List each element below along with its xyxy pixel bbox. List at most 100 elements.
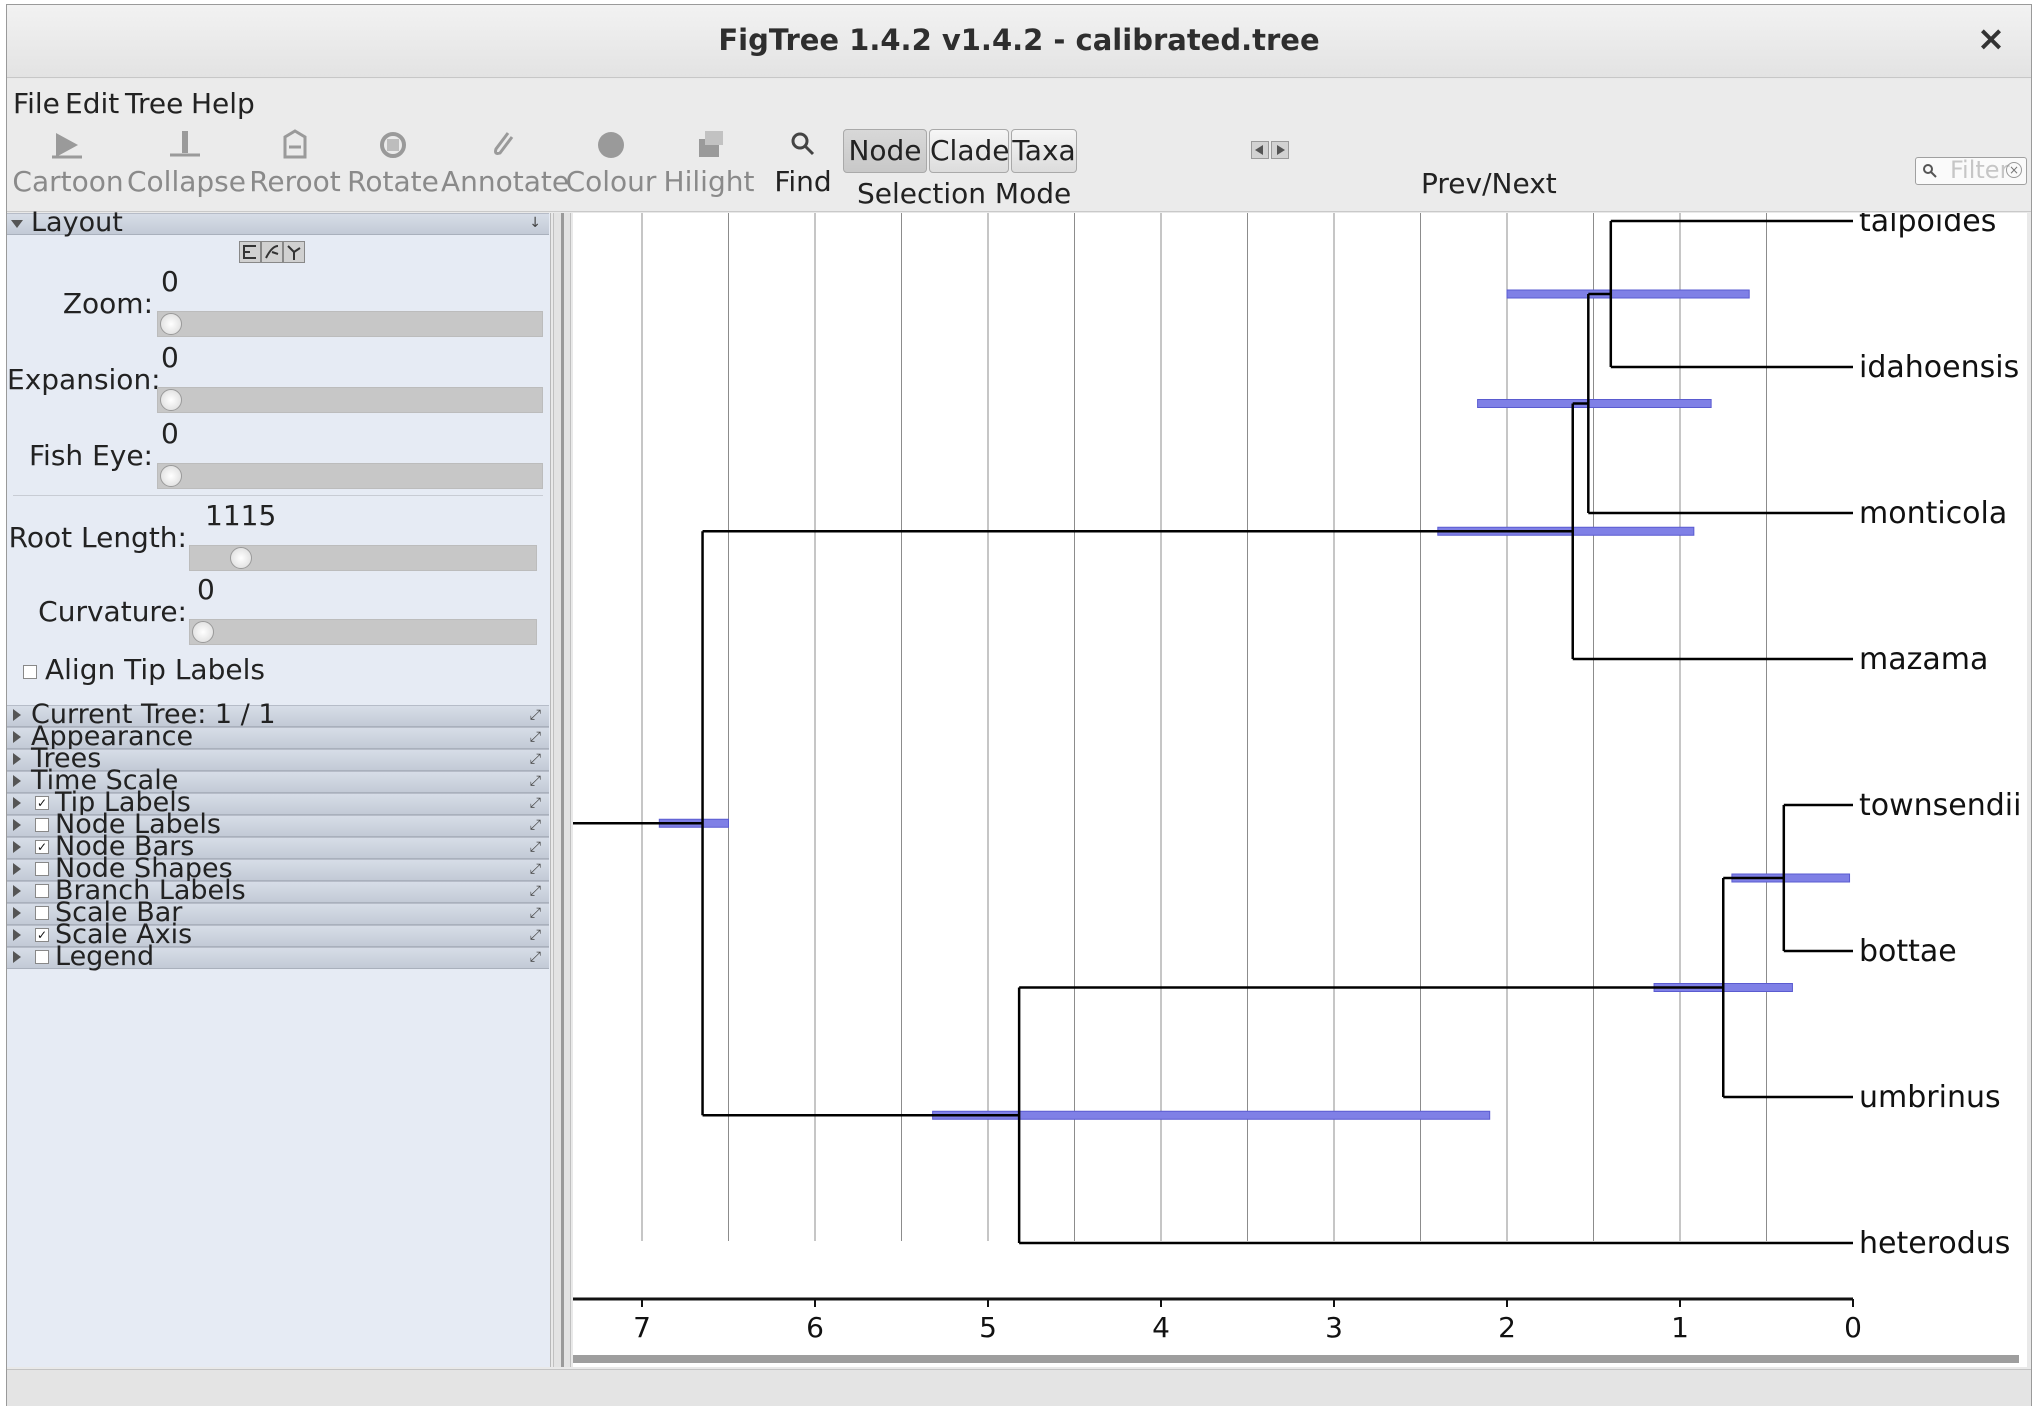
- collapsed-triangle-icon: [13, 797, 21, 809]
- section-scale-axis-header[interactable]: ✓ Scale Axis ⤢: [7, 920, 549, 950]
- menu-tree-label: Tree: [125, 87, 184, 120]
- zoom-slider-thumb[interactable]: [160, 313, 182, 335]
- fish-eye-slider-thumb[interactable]: [160, 465, 182, 487]
- rotate-label: Rotate: [347, 165, 439, 198]
- section-scale-bar-checkbox[interactable]: [35, 906, 49, 920]
- collapse-icon: [170, 131, 200, 157]
- section-node-shapes-checkbox[interactable]: [35, 862, 49, 876]
- fish-eye-label: Fish Eye:: [28, 439, 153, 472]
- menu-edit[interactable]: Edit: [65, 87, 119, 120]
- section-layout-header[interactable]: Layout ↓: [7, 208, 549, 238]
- fish-eye-slider[interactable]: [157, 463, 543, 489]
- layout-polar-button[interactable]: [261, 241, 283, 263]
- section-tip-labels-checkbox[interactable]: ✓: [35, 796, 49, 810]
- reroot-button[interactable]: Reroot: [245, 127, 345, 207]
- prev-button[interactable]: [1251, 141, 1269, 159]
- section-legend-checkbox[interactable]: [35, 950, 49, 964]
- clear-filter-icon[interactable]: ×: [2006, 162, 2022, 178]
- section-current-tree-1-1-header[interactable]: Current Tree: 1 / 1 ⤢: [7, 700, 549, 730]
- collapsed-triangle-icon: [13, 819, 21, 831]
- collapsed-triangle-icon: [13, 753, 21, 765]
- layout-rectangular-button[interactable]: [239, 241, 261, 263]
- selection-mode-clade[interactable]: Clade: [929, 129, 1010, 173]
- section-node-shapes-header[interactable]: Node Shapes ⤢: [7, 854, 549, 884]
- colour-button[interactable]: Colour: [563, 127, 659, 207]
- tree-figure[interactable]: talpoides idahoensis monticola mazama townse…: [572, 204, 2021, 1353]
- find-icon: [791, 132, 815, 156]
- section-branch-labels-header[interactable]: Branch Labels ⤢: [7, 876, 549, 906]
- section-trees-header[interactable]: Trees ⤢: [7, 744, 549, 774]
- align-tip-labels-checkbox[interactable]: [23, 665, 37, 679]
- tip-label-idahoensis[interactable]: idahoensis: [1859, 350, 2019, 385]
- zoom-slider[interactable]: [157, 311, 543, 337]
- node-bar[interactable]: [1477, 399, 1712, 408]
- pin-icon[interactable]: ⤢: [529, 927, 541, 943]
- pin-icon[interactable]: ⤢: [529, 751, 541, 767]
- section-legend-header[interactable]: Legend ⤢: [7, 942, 549, 972]
- expansion-slider-thumb[interactable]: [160, 389, 182, 411]
- menu-file[interactable]: File: [13, 87, 60, 120]
- section-node-labels-header[interactable]: Node Labels ⤢: [7, 810, 549, 840]
- pin-icon[interactable]: ⤢: [529, 707, 541, 723]
- annotate-icon: [494, 132, 514, 155]
- pin-icon[interactable]: ⤢: [529, 839, 541, 855]
- section-appearance-header[interactable]: Appearance ⤢: [7, 722, 549, 752]
- pin-icon[interactable]: ⤢: [529, 861, 541, 877]
- pin-icon[interactable]: ⤢: [529, 905, 541, 921]
- tip-label-umbrinus[interactable]: umbrinus: [1859, 1080, 2001, 1115]
- tip-label-talpoides[interactable]: talpoides: [1859, 204, 1996, 239]
- zoom-label: Zoom:: [62, 287, 153, 320]
- menu-help[interactable]: Help: [191, 87, 255, 120]
- tip-label-monticola[interactable]: monticola: [1859, 496, 2007, 531]
- pin-icon[interactable]: ⤢: [529, 795, 541, 811]
- root-length-slider-thumb[interactable]: [230, 547, 252, 569]
- section-time-scale-header[interactable]: Time Scale ⤢: [7, 766, 549, 796]
- pin-icon[interactable]: ⤢: [529, 817, 541, 833]
- tip-label-heterodus[interactable]: heterodus: [1859, 1226, 2010, 1261]
- curvature-slider[interactable]: [189, 619, 537, 645]
- tip-label-mazama[interactable]: mazama: [1859, 642, 1988, 677]
- selection-mode-taxa[interactable]: Taxa: [1011, 129, 1077, 173]
- pin-icon[interactable]: ⤢: [529, 949, 541, 965]
- section-branch-labels-checkbox[interactable]: [35, 884, 49, 898]
- horizontal-scrollbar[interactable]: [573, 1355, 2019, 1363]
- section-node-bars-label: Node Bars: [55, 831, 195, 862]
- section-current-tree-1-1-label: Current Tree: 1 / 1: [31, 699, 276, 730]
- menu-tree[interactable]: Tree: [125, 87, 183, 120]
- next-button[interactable]: [1271, 141, 1289, 159]
- section-node-bars-checkbox[interactable]: ✓: [35, 840, 49, 854]
- root-length-slider[interactable]: [189, 545, 537, 571]
- filter-input[interactable]: Filter ×: [1915, 156, 2027, 185]
- section-scale-bar-header[interactable]: Scale Bar ⤢: [7, 898, 549, 928]
- section-node-bars-header[interactable]: ✓ Node Bars ⤢: [7, 832, 549, 862]
- section-scale-axis-checkbox[interactable]: ✓: [35, 928, 49, 942]
- section-legend-label: Legend: [55, 941, 155, 972]
- tree-canvas[interactable]: talpoides idahoensis monticola mazama townse…: [572, 204, 2027, 1367]
- collapse-button[interactable]: Collapse: [127, 127, 246, 207]
- hilight-button[interactable]: Hilight: [659, 127, 759, 207]
- axis-tick-label: 2: [1498, 1311, 1516, 1344]
- panel-splitter[interactable]: [553, 213, 571, 1367]
- title-bar: FigTree 1.4.2 v1.4.2 - calibrated.tree ×: [7, 5, 2031, 78]
- section-node-labels-checkbox[interactable]: [35, 818, 49, 832]
- section-tip-labels-header[interactable]: ✓ Tip Labels ⤢: [7, 788, 549, 818]
- tip-label-townsendii[interactable]: townsendii: [1859, 788, 2021, 823]
- layout-radial-button[interactable]: [283, 241, 305, 263]
- section-node-labels-label: Node Labels: [55, 809, 221, 840]
- cartoon-button[interactable]: Cartoon: [9, 127, 127, 207]
- pin-icon[interactable]: ⤢: [529, 883, 541, 899]
- selection-mode-node[interactable]: Node: [843, 129, 927, 173]
- pin-icon[interactable]: ⤢: [529, 773, 541, 789]
- curvature-slider-thumb[interactable]: [192, 621, 214, 643]
- collapsed-triangle-icon: [13, 907, 21, 919]
- tip-label-bottae[interactable]: bottae: [1859, 934, 1957, 969]
- pin-icon[interactable]: ⤢: [529, 729, 541, 745]
- rotate-button[interactable]: Rotate: [345, 127, 441, 207]
- node-bar[interactable]: [1506, 289, 1750, 299]
- find-label: Find: [774, 165, 832, 198]
- close-button[interactable]: ×: [1976, 19, 2006, 59]
- annotate-button[interactable]: Annotate: [441, 127, 569, 207]
- app-window: FigTree 1.4.2 v1.4.2 - calibrated.tree ×…: [6, 4, 2032, 1406]
- expansion-slider[interactable]: [157, 387, 543, 413]
- find-button[interactable]: Find: [759, 127, 847, 207]
